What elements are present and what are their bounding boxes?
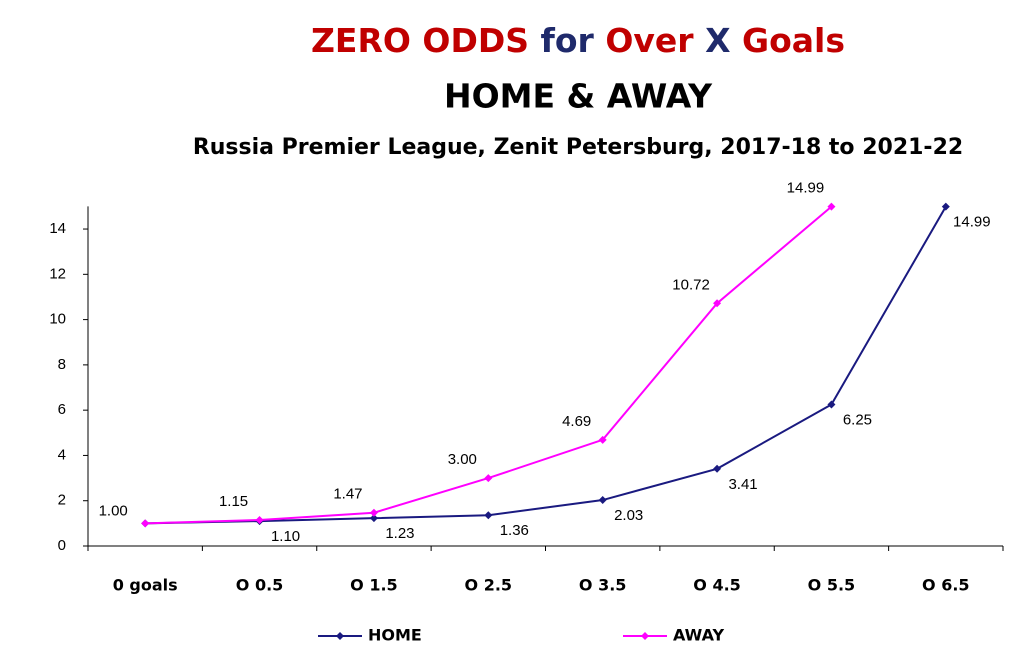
data-label: 4.69 <box>562 413 591 430</box>
point <box>827 400 836 409</box>
point <box>941 202 950 211</box>
point <box>598 435 607 444</box>
data-label: 14.99 <box>953 214 991 231</box>
x-tick-label: O 0.5 <box>236 576 284 595</box>
data-label: 1.15 <box>219 493 248 510</box>
y-tick-label: 12 <box>49 265 66 282</box>
point <box>369 514 378 523</box>
series-line <box>145 206 947 525</box>
point <box>369 508 378 517</box>
legend-marker <box>641 632 649 640</box>
data-label: 3.00 <box>448 451 477 468</box>
point <box>484 474 493 483</box>
legend-label: AWAY <box>673 626 724 645</box>
y-tick-label: 4 <box>58 446 66 463</box>
data-label: 1.47 <box>333 486 362 503</box>
title-part: Over <box>605 21 694 60</box>
title-part: for <box>541 21 595 60</box>
x-tick-label: O 3.5 <box>579 576 627 595</box>
title-part: Goals <box>742 21 845 60</box>
title-part: ZERO ODDS <box>311 21 529 60</box>
data-label: 1.36 <box>500 522 529 539</box>
chart-subtitle: Russia Premier League, Zenit Petersburg,… <box>193 135 963 160</box>
y-tick-label: 2 <box>58 492 66 509</box>
x-tick-label: 0 goals <box>113 576 178 595</box>
data-label: 3.41 <box>728 476 757 493</box>
point <box>255 515 264 524</box>
data-label: 6.25 <box>843 411 872 428</box>
x-tick-label: O 4.5 <box>693 576 741 595</box>
data-label: 1.00 <box>99 502 128 519</box>
point <box>141 519 150 528</box>
x-tick-label: O 5.5 <box>808 576 856 595</box>
x-tick-label: O 2.5 <box>465 576 513 595</box>
y-tick-label: 10 <box>49 311 66 328</box>
legend-marker <box>336 632 344 640</box>
x-tick-label: O 1.5 <box>350 576 398 595</box>
y-tick-label: 14 <box>49 220 66 237</box>
chart-title: ZERO ODDS for Over X Goals <box>311 21 845 60</box>
data-label: 14.99 <box>787 180 825 197</box>
y-tick-label: 8 <box>58 356 66 373</box>
point <box>827 202 836 211</box>
data-label: 10.72 <box>672 276 710 293</box>
title-part: X <box>705 21 730 60</box>
x-tick-label: O 6.5 <box>922 576 970 595</box>
legend-label: HOME <box>368 626 422 645</box>
chart-title-line: HOME & AWAY <box>444 77 713 116</box>
data-label: 2.03 <box>614 507 643 524</box>
point <box>713 464 722 473</box>
data-label: 1.23 <box>385 525 414 542</box>
point <box>713 299 722 308</box>
y-tick-label: 6 <box>58 401 66 418</box>
point <box>484 511 493 520</box>
point <box>598 496 607 505</box>
data-label: 1.10 <box>271 528 300 545</box>
y-tick-label: 0 <box>58 537 66 554</box>
